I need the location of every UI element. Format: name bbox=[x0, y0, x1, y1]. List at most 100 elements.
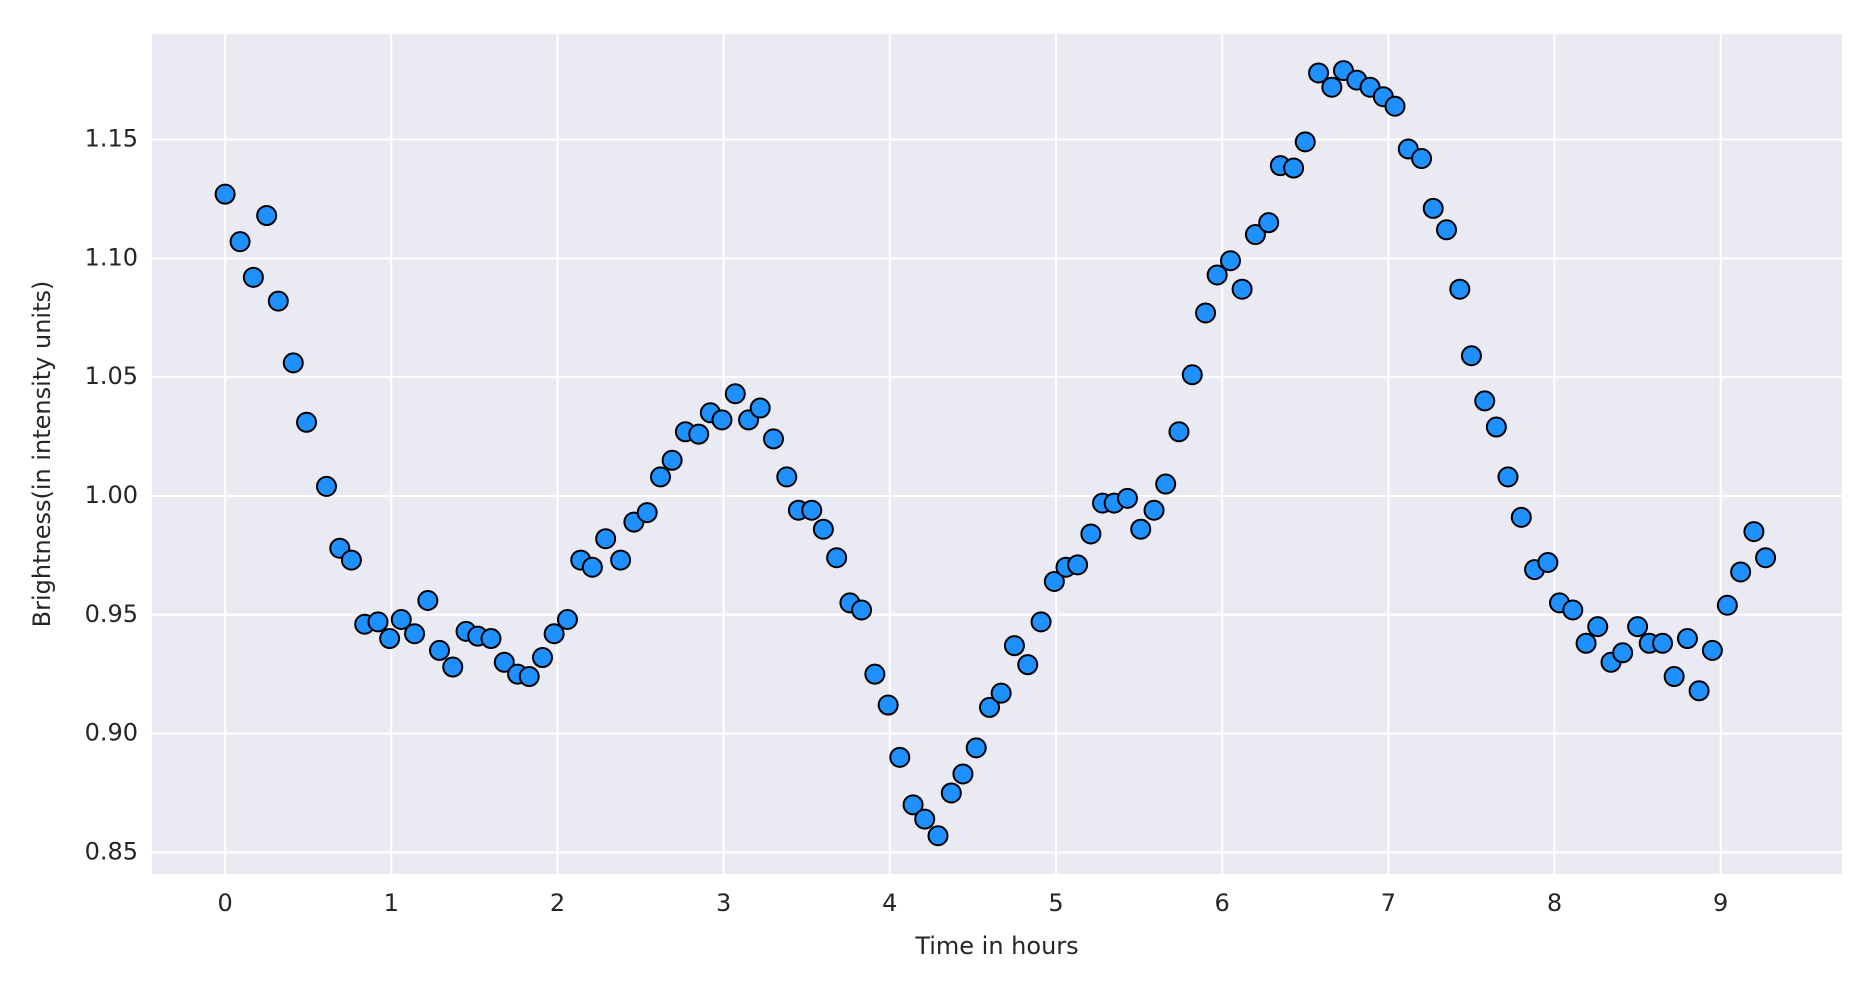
point bbox=[1701, 639, 1723, 661]
x-tick-label: 9 bbox=[1713, 889, 1728, 917]
x-tick-label: 2 bbox=[550, 889, 565, 917]
y-tick-label: 1.15 bbox=[85, 125, 138, 153]
point bbox=[390, 609, 412, 631]
point bbox=[1755, 547, 1777, 569]
x-tick-label: 6 bbox=[1215, 889, 1230, 917]
point bbox=[1321, 76, 1343, 98]
point bbox=[749, 397, 771, 419]
point bbox=[595, 528, 617, 550]
point bbox=[1449, 278, 1471, 300]
point bbox=[1587, 616, 1609, 638]
point bbox=[864, 663, 886, 685]
x-tick-label: 5 bbox=[1048, 889, 1063, 917]
point bbox=[532, 647, 554, 669]
point bbox=[1258, 212, 1280, 234]
point bbox=[1043, 570, 1065, 592]
point bbox=[367, 611, 389, 633]
point bbox=[940, 782, 962, 804]
point bbox=[1244, 224, 1266, 246]
x-tick-label: 0 bbox=[217, 889, 232, 917]
point bbox=[990, 682, 1012, 704]
point bbox=[688, 423, 710, 445]
x-axis-label: Time in hours bbox=[914, 932, 1078, 960]
point bbox=[543, 623, 565, 645]
point bbox=[1206, 264, 1228, 286]
point bbox=[927, 825, 949, 847]
point bbox=[1575, 632, 1597, 654]
point bbox=[556, 609, 578, 631]
point bbox=[229, 231, 251, 253]
y-tick-label: 0.90 bbox=[85, 719, 138, 747]
point bbox=[1497, 466, 1519, 488]
point bbox=[493, 651, 515, 673]
point bbox=[1308, 62, 1330, 84]
y-tick-label: 1.10 bbox=[85, 243, 138, 271]
point bbox=[1730, 561, 1752, 583]
plot-area bbox=[152, 34, 1842, 874]
y-tick-label: 0.85 bbox=[85, 837, 138, 865]
point bbox=[826, 547, 848, 569]
point bbox=[1688, 680, 1710, 702]
point bbox=[1474, 390, 1496, 412]
point bbox=[379, 628, 401, 650]
point bbox=[1116, 487, 1138, 509]
y-tick-label: 0.95 bbox=[85, 600, 138, 628]
point bbox=[1168, 421, 1190, 443]
point bbox=[965, 737, 987, 759]
point bbox=[851, 599, 873, 621]
point bbox=[1219, 250, 1241, 272]
x-tick-label: 7 bbox=[1381, 889, 1396, 917]
point bbox=[1676, 628, 1698, 650]
point bbox=[256, 205, 278, 227]
point bbox=[442, 656, 464, 678]
point bbox=[1181, 364, 1203, 386]
point bbox=[1663, 666, 1685, 688]
point bbox=[1716, 594, 1738, 616]
point bbox=[1195, 302, 1217, 324]
point bbox=[1627, 616, 1649, 638]
point bbox=[282, 352, 304, 374]
point bbox=[762, 428, 784, 450]
point bbox=[801, 499, 823, 521]
point bbox=[1067, 554, 1089, 576]
point bbox=[214, 183, 236, 205]
point bbox=[902, 794, 924, 816]
point bbox=[1155, 473, 1177, 495]
point bbox=[1562, 599, 1584, 621]
x-tick-label: 8 bbox=[1547, 889, 1562, 917]
point bbox=[649, 466, 671, 488]
point bbox=[889, 746, 911, 768]
point bbox=[1612, 642, 1634, 664]
point bbox=[428, 639, 450, 661]
y-tick-label: 1.00 bbox=[85, 481, 138, 509]
point bbox=[1460, 345, 1482, 367]
point bbox=[1294, 131, 1316, 153]
x-tick-label: 1 bbox=[384, 889, 399, 917]
point bbox=[812, 518, 834, 540]
point bbox=[404, 623, 426, 645]
point bbox=[1436, 219, 1458, 241]
point bbox=[1485, 416, 1507, 438]
point bbox=[711, 409, 733, 431]
point bbox=[1143, 499, 1165, 521]
point bbox=[1652, 632, 1674, 654]
point bbox=[636, 502, 658, 524]
point bbox=[315, 475, 337, 497]
x-tick-label: 4 bbox=[882, 889, 897, 917]
point bbox=[1231, 278, 1253, 300]
point bbox=[661, 449, 683, 471]
point bbox=[480, 628, 502, 650]
point bbox=[1080, 523, 1102, 545]
point bbox=[1017, 654, 1039, 676]
point bbox=[1384, 95, 1406, 117]
point bbox=[296, 411, 318, 433]
point bbox=[979, 696, 1001, 718]
point bbox=[242, 266, 264, 288]
point bbox=[1283, 157, 1305, 179]
point bbox=[724, 383, 746, 405]
x-tick-label: 3 bbox=[716, 889, 731, 917]
point bbox=[1411, 148, 1433, 170]
point bbox=[1510, 506, 1532, 528]
